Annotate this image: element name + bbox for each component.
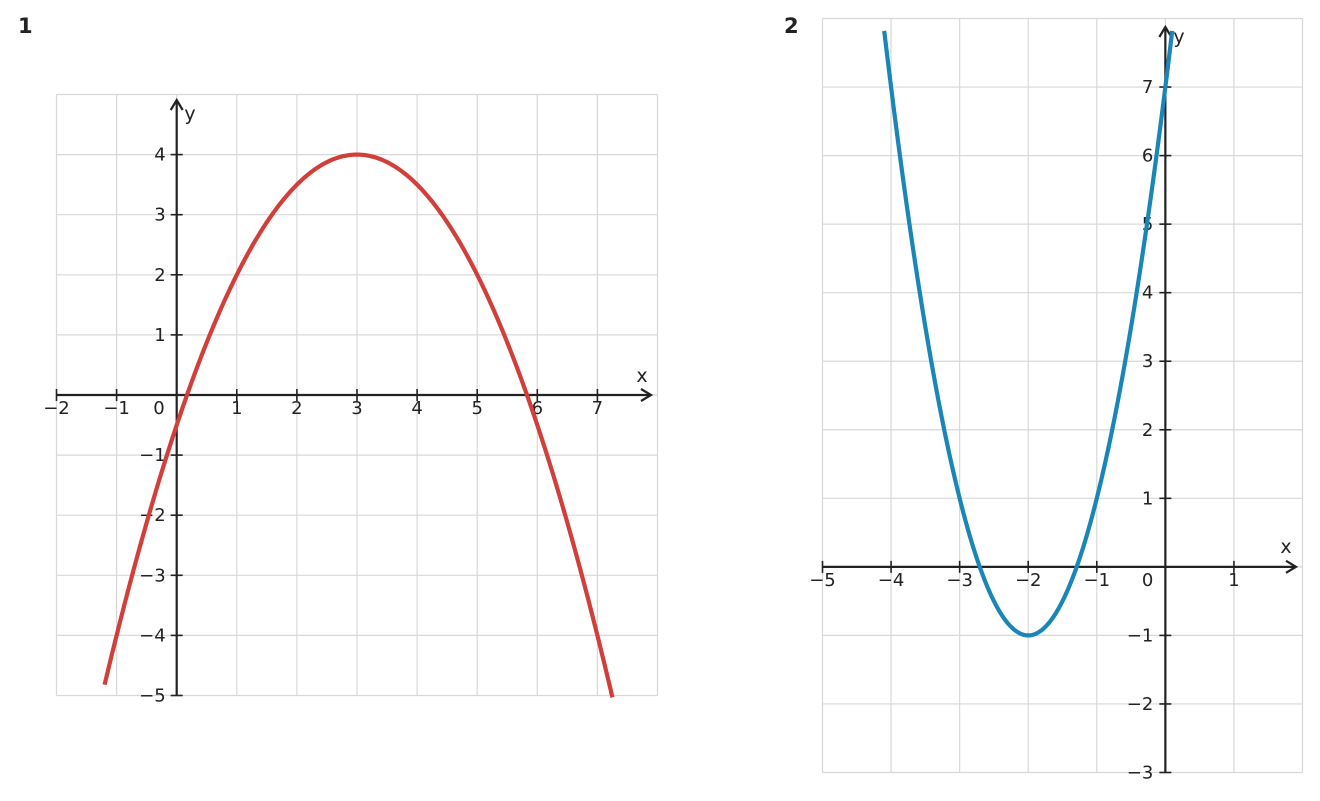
- x-tick-label: −1: [1084, 570, 1111, 591]
- series-curve: [882, 30, 1175, 638]
- y-tick-label: 2: [154, 265, 165, 286]
- x-axis-title: x: [1280, 536, 1291, 558]
- x-tick-label: 2: [291, 398, 302, 419]
- x-tick-label: 1: [1228, 570, 1239, 591]
- y-tick-label: 3: [154, 205, 165, 226]
- y-tick-label: −3: [1127, 763, 1154, 784]
- x-axis-arrow: [1285, 559, 1299, 574]
- x-tick-label: −3: [946, 570, 973, 591]
- y-tick-label: −1: [139, 445, 166, 466]
- series-curve: [102, 152, 615, 698]
- x-tick-label: −4: [878, 570, 905, 591]
- y-tick-label: −2: [1127, 694, 1154, 715]
- x-tick-label: −1: [103, 398, 130, 419]
- y-tick-label: −5: [139, 686, 166, 707]
- y-axis-title: y: [184, 103, 195, 125]
- x-tick-label: 3: [351, 398, 362, 419]
- y-axis-title: y: [1173, 26, 1184, 48]
- y-tick-label: −3: [139, 565, 166, 586]
- origin-label: 0: [1142, 570, 1153, 591]
- y-tick-label: −4: [139, 625, 166, 646]
- x-tick-label: 7: [592, 398, 603, 419]
- panel-number-2: 2: [784, 14, 799, 38]
- x-tick-label: −5: [809, 570, 836, 591]
- y-tick-label: 1: [1142, 488, 1153, 509]
- y-axis-arrow: [1158, 24, 1173, 38]
- x-tick-label: −2: [1015, 570, 1042, 591]
- y-tick-label: 7: [1142, 77, 1153, 98]
- panel-number-1: 1: [18, 14, 33, 38]
- y-axis-arrow: [169, 97, 184, 111]
- y-tick-label: 6: [1142, 146, 1153, 167]
- y-tick-label: 1: [154, 325, 165, 346]
- x-tick-label: 6: [532, 398, 543, 419]
- x-axis-title: x: [636, 365, 647, 387]
- y-tick-label: 2: [1142, 420, 1153, 441]
- y-tick-label: 4: [154, 145, 165, 166]
- y-tick-label: 4: [1142, 283, 1153, 304]
- x-axis-arrow: [640, 388, 654, 402]
- y-tick-label: −1: [1127, 625, 1154, 646]
- y-tick-label: 3: [1142, 351, 1153, 372]
- x-tick-label: 4: [411, 398, 422, 419]
- origin-label: 0: [153, 398, 164, 419]
- x-tick-label: 5: [471, 398, 482, 419]
- x-tick-label: 1: [231, 398, 242, 419]
- x-tick-label: −2: [43, 398, 70, 419]
